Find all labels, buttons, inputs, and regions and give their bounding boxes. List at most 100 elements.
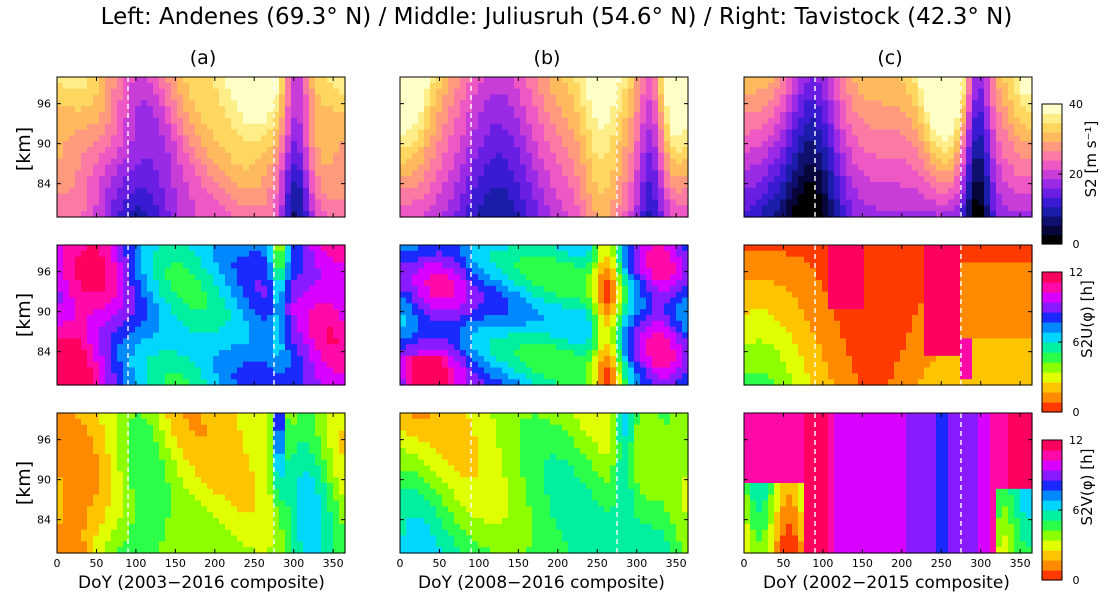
heatmap-cell [231, 320, 238, 328]
heatmap-cell [412, 141, 419, 148]
heatmap-cell [141, 135, 148, 142]
heatmap-cell [189, 123, 196, 131]
heatmap-cell [75, 187, 82, 195]
heatmap-cell [774, 170, 781, 177]
heatmap-cell [580, 211, 587, 218]
heatmap-cell [786, 141, 793, 148]
heatmap-cell [243, 361, 250, 369]
heatmap-cell [466, 205, 473, 212]
heatmap-cell [406, 350, 413, 357]
heatmap-cell [786, 193, 793, 201]
heatmap-cell [822, 193, 829, 201]
heatmap-cell [153, 88, 160, 96]
x-axis-label-c: DoY (2002−2015 composite) [763, 573, 1010, 593]
heatmap-cell [658, 164, 665, 171]
heatmap-cell [153, 280, 160, 287]
heatmap-cell [918, 94, 925, 101]
heatmap-cell [664, 193, 671, 201]
heatmap-cell [628, 164, 635, 171]
heatmap-cell [1020, 147, 1027, 154]
heatmap-cell [1026, 158, 1033, 166]
heatmap-cell [514, 170, 521, 177]
heatmap-cell [255, 350, 262, 357]
heatmap-cell [237, 82, 244, 90]
heatmap-cell [882, 135, 889, 142]
heatmap-cell [195, 117, 202, 125]
heatmap-cell [147, 193, 154, 201]
heatmap-cell [177, 123, 184, 131]
heatmap-cell [129, 77, 136, 84]
heatmap-cell [291, 268, 298, 275]
heatmap-cell [81, 320, 88, 328]
heatmap-cell [309, 147, 316, 154]
heatmap-cell [195, 82, 202, 90]
heatmap-cell [484, 106, 491, 113]
heatmap-cell [816, 82, 823, 90]
heatmap-cell [418, 164, 425, 171]
heatmap-cell [261, 123, 268, 131]
heatmap-cell [490, 106, 497, 113]
heatmap-cell [556, 170, 563, 177]
heatmap-cell [81, 350, 88, 357]
heatmap-cell [81, 129, 88, 136]
y-tick-label: 96 [37, 98, 51, 111]
heatmap-cell [412, 199, 419, 206]
heatmap-cell [984, 88, 991, 96]
heatmap-cell [768, 123, 775, 131]
heatmap-cell [327, 141, 334, 148]
heatmap-cell [478, 129, 485, 136]
heatmap-cell [442, 338, 449, 345]
heatmap-cell [87, 106, 94, 113]
heatmap-cell [243, 291, 250, 299]
heatmap-cell [424, 262, 431, 269]
heatmap-cell [285, 176, 292, 183]
heatmap-cell [237, 262, 244, 269]
heatmap-cell [442, 326, 449, 334]
heatmap-cell [484, 123, 491, 131]
heatmap-cell [333, 176, 340, 183]
heatmap-cell [225, 256, 232, 264]
heatmap-cell [792, 205, 799, 212]
heatmap-cell [249, 187, 256, 195]
heatmap-cell [454, 297, 461, 304]
heatmap-cell [490, 94, 497, 101]
heatmap-cell [201, 147, 208, 154]
heatmap-cell [165, 187, 172, 195]
heatmap-cell [231, 291, 238, 299]
heatmap-cell [243, 256, 250, 264]
heatmap-cell [490, 199, 497, 206]
heatmap-cell [321, 291, 328, 299]
heatmap-cell [213, 170, 220, 177]
heatmap-cell [924, 141, 931, 148]
heatmap-cell [580, 123, 587, 131]
heatmap-cell [303, 350, 310, 357]
heatmap-cell [297, 199, 304, 206]
heatmap-cell [490, 141, 497, 148]
heatmap-cell [912, 129, 919, 136]
heatmap-cell [436, 297, 443, 304]
heatmap-cell [894, 135, 901, 142]
heatmap-cell [894, 199, 901, 206]
heatmap-cell [303, 100, 310, 107]
heatmap-cell [165, 129, 172, 136]
heatmap-cell [291, 361, 298, 369]
heatmap-cell [267, 280, 274, 287]
heatmap-cell [213, 112, 220, 119]
heatmap-cell [430, 326, 437, 334]
heatmap-cell [285, 123, 292, 131]
heatmap-cell [792, 117, 799, 125]
heatmap-cell [57, 141, 64, 148]
heatmap-cell [231, 315, 238, 322]
heatmap-cell [568, 82, 575, 90]
heatmap-cell [201, 176, 208, 183]
heatmap-cell [786, 176, 793, 183]
heatmap-cell [261, 164, 268, 171]
heatmap-cell [165, 320, 172, 328]
heatmap-cell [436, 82, 443, 90]
heatmap-cell [1020, 77, 1027, 84]
heatmap-cell [828, 129, 835, 136]
heatmap-cell [996, 77, 1003, 84]
heatmap-cell [231, 193, 238, 201]
heatmap-cell [129, 332, 136, 339]
heatmap-cell [586, 176, 593, 183]
